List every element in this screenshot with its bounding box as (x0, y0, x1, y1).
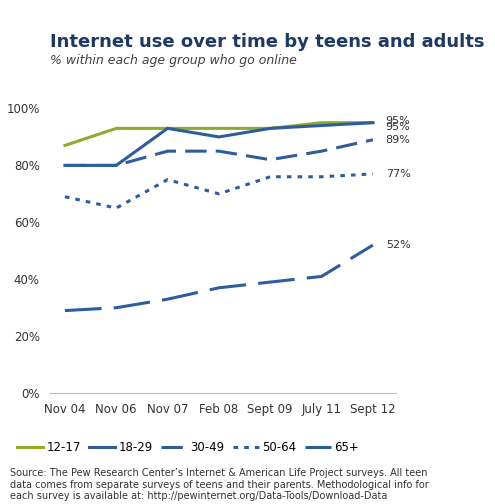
Text: 95%: 95% (386, 116, 410, 127)
Text: Internet use over time by teens and adults: Internet use over time by teens and adul… (50, 33, 484, 51)
Text: % within each age group who go online: % within each age group who go online (50, 54, 297, 67)
Text: 89%: 89% (386, 135, 411, 145)
Text: 52%: 52% (386, 240, 410, 250)
Text: Source: The Pew Research Center’s Internet & American Life Project surveys. All : Source: The Pew Research Center’s Intern… (10, 468, 429, 501)
Text: 95%: 95% (386, 122, 410, 132)
Legend: 12-17, 18-29, 30-49, 50-64, 65+: 12-17, 18-29, 30-49, 50-64, 65+ (12, 436, 364, 458)
Text: 77%: 77% (386, 169, 411, 179)
